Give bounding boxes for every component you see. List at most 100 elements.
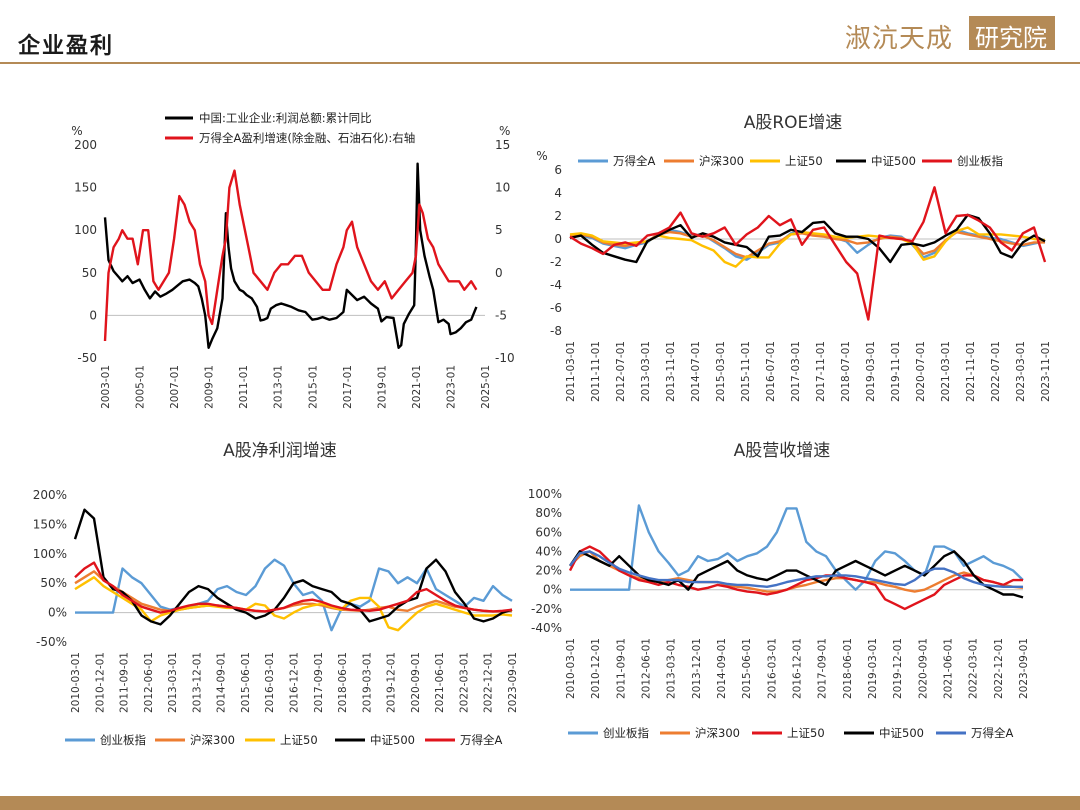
chart-title: A股ROE增速 [744, 113, 843, 133]
y-tick-label: 4 [554, 186, 562, 200]
series-line [103, 162, 478, 349]
x-tick-label: 2015-03-01 [715, 341, 727, 402]
x-tick-label: 2012-07-01 [615, 341, 627, 402]
y-right-tick-label: 0 [495, 266, 503, 280]
chart-title: A股营收增速 [734, 441, 831, 461]
x-tick-label: 2012-06-01 [641, 638, 653, 699]
x-tick-label: 2018-06-01 [842, 638, 854, 699]
x-tick-label: 2018-06-01 [337, 652, 349, 713]
y-tick-label: 150% [33, 517, 67, 531]
x-tick-label: 2025-01 [480, 365, 492, 409]
x-tick-label: 2021-11-01 [965, 341, 977, 402]
legend-label: 创业板指 [603, 726, 649, 740]
y-tick-label: 100% [33, 547, 67, 561]
y-tick-label: 80% [535, 506, 562, 520]
x-tick-label: 2019-12-01 [892, 638, 904, 699]
x-tick-label: 2015-06-01 [741, 638, 753, 699]
y-tick-label: -50% [36, 635, 67, 649]
x-tick-label: 2022-12-01 [993, 638, 1005, 699]
x-tick-label: 2015-11-01 [740, 341, 752, 402]
x-tick-label: 2003-01 [100, 365, 112, 409]
legend-label: 沪深300 [699, 154, 744, 168]
x-tick-label: 2013-12-01 [691, 638, 703, 699]
series-line [569, 213, 1046, 264]
x-tick-label: 2013-03-01 [666, 638, 678, 699]
y-tick-label: -40% [531, 621, 562, 635]
y-tick-label: -8 [550, 324, 562, 338]
brand-logo: 淑沆天成 研究院 [845, 14, 1057, 54]
y-tick-label: 60% [535, 525, 562, 539]
y-tick-label: 100% [528, 487, 562, 501]
x-tick-label: 2015-01 [307, 365, 319, 409]
x-tick-label: 2016-03-01 [766, 638, 778, 699]
y-tick-label: 50% [40, 576, 67, 590]
series-line [74, 576, 513, 632]
footer-bar [0, 796, 1080, 810]
y-tick-label: 100 [74, 223, 97, 237]
x-tick-label: 2019-03-01 [867, 638, 879, 699]
x-tick-label: 2011-11-01 [590, 341, 602, 402]
y-axis-unit: % [71, 124, 82, 138]
x-tick-label: 2014-09-01 [716, 638, 728, 699]
y-right-tick-label: 15 [495, 138, 510, 152]
x-tick-label: 2023-11-01 [1040, 341, 1052, 402]
x-tick-label: 2019-12-01 [386, 652, 398, 713]
x-tick-label: 2019-11-01 [890, 341, 902, 402]
x-tick-label: 2020-09-01 [917, 638, 929, 699]
chart-c4: A股营收增速 100% 80% 60% 40% 20% 0% -20% -40%2010-03-… [528, 441, 1030, 740]
x-tick-label: 2020-07-01 [915, 341, 927, 402]
chart-title: A股净利润增速 [223, 441, 337, 461]
x-tick-label: 2011-03-01 [565, 341, 577, 402]
page-title: 企业盈利 [18, 34, 115, 59]
x-tick-label: 2011-09-01 [615, 638, 627, 699]
x-tick-label: 2019-03-01 [361, 652, 373, 713]
x-tick-label: 2005-01 [135, 365, 147, 409]
x-tick-label: 2022-03-01 [968, 638, 980, 699]
x-tick-label: 2021-01 [411, 365, 423, 409]
y-tick-label: -50 [77, 351, 97, 365]
y-tick-label: -6 [550, 301, 562, 315]
x-tick-label: 2017-09-01 [313, 652, 325, 713]
x-tick-label: 2021-06-01 [434, 652, 446, 713]
y-right-tick-label: 5 [495, 223, 503, 237]
x-tick-label: 2019-03-01 [865, 341, 877, 402]
x-tick-label: 2021-06-01 [943, 638, 955, 699]
y-tick-label: 20% [535, 564, 562, 578]
logo-box-text: 研究院 [975, 24, 1047, 52]
series-line [570, 504, 1024, 591]
legend-label: 中证500 [879, 726, 924, 740]
x-tick-label: 2022-07-01 [990, 341, 1002, 402]
legend-label: 上证50 [787, 726, 825, 740]
logo-box: 研究院 [969, 16, 1055, 52]
series-line [74, 561, 513, 614]
x-tick-label: 2013-12-01 [191, 652, 203, 713]
y-tick-label: 0 [89, 308, 97, 322]
series-line [103, 169, 478, 342]
y-tick-label: 40% [535, 544, 562, 558]
x-tick-label: 2010-12-01 [94, 652, 106, 713]
x-tick-label: 2011-01 [238, 365, 250, 409]
y-right-tick-label: -5 [495, 308, 507, 322]
x-tick-label: 2018-07-01 [840, 341, 852, 402]
y-tick-label: 50 [82, 266, 97, 280]
y-tick-label: 6 [554, 163, 562, 177]
x-tick-label: 2012-06-01 [143, 652, 155, 713]
legend-label: 沪深300 [190, 733, 235, 747]
x-tick-label: 2010-03-01 [565, 638, 577, 699]
x-tick-label: 2016-07-01 [765, 341, 777, 402]
y-right-tick-label: -10 [495, 351, 515, 365]
y-tick-label: 200% [33, 488, 67, 502]
x-tick-label: 2016-12-01 [792, 638, 804, 699]
legend-label: 中证500 [370, 733, 415, 747]
chart-c3: A股净利润增速 200% 150% 100% 50% 0% -50%2010-03-01 20… [33, 441, 519, 747]
x-tick-label: 2014-09-01 [216, 652, 228, 713]
x-tick-label: 2013-11-01 [665, 341, 677, 402]
series-line [75, 558, 513, 632]
series-line [73, 508, 513, 626]
series-line [569, 186, 1047, 321]
legend-label: 上证50 [280, 733, 318, 747]
x-tick-label: 2009-01 [204, 365, 216, 409]
y-tick-label: -20% [531, 602, 562, 616]
